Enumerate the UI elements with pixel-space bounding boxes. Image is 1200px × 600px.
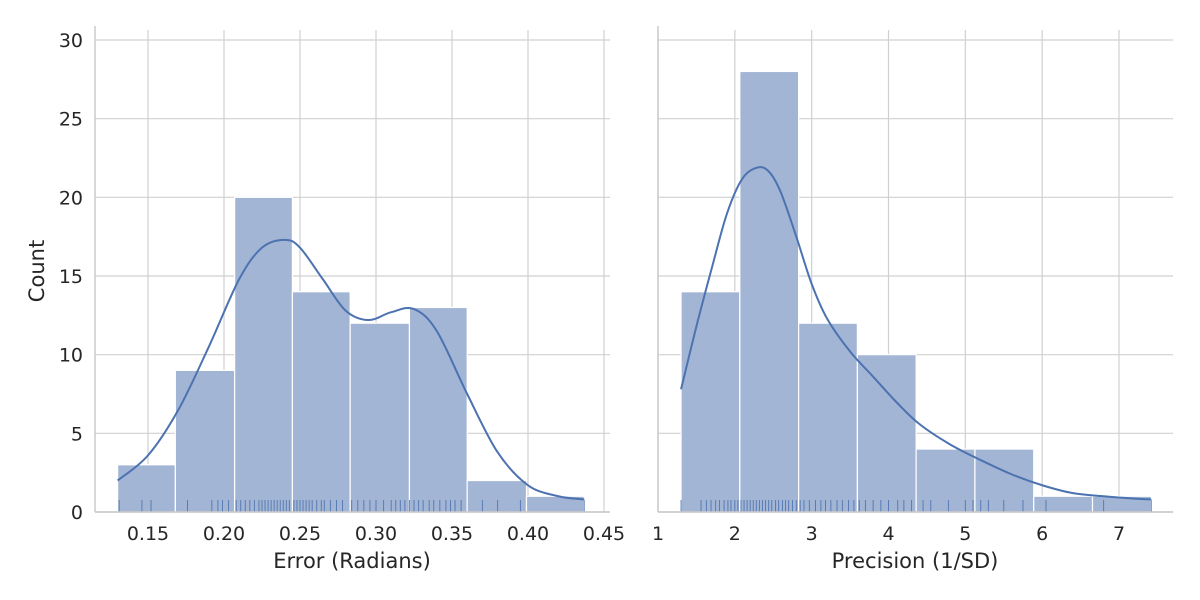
histogram-bar [798, 322, 858, 513]
histogram-bar [974, 448, 1035, 513]
x-tick-label: 4 [882, 523, 894, 545]
x-tick-label: 0.40 [507, 523, 549, 545]
left-x-axis-label: Error (Radians) [273, 549, 431, 573]
x-tick-label: 7 [1113, 523, 1125, 545]
histogram-bar [291, 291, 351, 513]
y-tick-label: 25 [59, 109, 83, 131]
right-x-axis-label: Precision (1/SD) [832, 549, 999, 573]
kde-curve [116, 238, 585, 501]
y-tick-label: 30 [59, 30, 83, 52]
histogram-bar [234, 196, 293, 513]
histogram-bar [1033, 495, 1094, 513]
x-tick-label: 0.45 [583, 523, 625, 545]
y-tick-label: 20 [59, 187, 83, 209]
x-tick-label: 0.20 [203, 523, 245, 545]
left-panel: 0 5 10 15 20 25 30 0.15 0.20 0.25 0.30 0.35 0.40 0.45 [59, 26, 625, 545]
y-tick-label: 0 [71, 502, 83, 524]
y-tick-label: 5 [71, 423, 83, 445]
histogram-bar [856, 354, 917, 513]
x-tick-label: 0.25 [279, 523, 321, 545]
histogram-bar [349, 322, 411, 513]
x-tick-label: 2 [729, 523, 741, 545]
y-axis-label: Count [25, 240, 49, 302]
histogram-bar [408, 306, 468, 513]
histogram-bar [174, 369, 236, 513]
x-tick-label: 1 [652, 523, 664, 545]
histogram-bar [116, 464, 176, 513]
right-panel: 1 2 3 4 5 6 7 [652, 26, 1173, 545]
x-tick-label: 0.30 [355, 523, 397, 545]
histogram-bar [915, 448, 976, 513]
y-tick-label: 10 [59, 345, 83, 367]
x-tick-label: 6 [1036, 523, 1048, 545]
x-tick-label: 0.35 [431, 523, 473, 545]
x-tick-label: 0.15 [127, 523, 169, 545]
x-tick-label: 5 [959, 523, 971, 545]
x-tick-label: 3 [806, 523, 818, 545]
kde-curve [680, 166, 1152, 501]
histogram-bar [739, 70, 800, 513]
histogram-bar [466, 479, 528, 513]
y-tick-label: 15 [59, 266, 83, 288]
histogram-bar [680, 291, 741, 513]
